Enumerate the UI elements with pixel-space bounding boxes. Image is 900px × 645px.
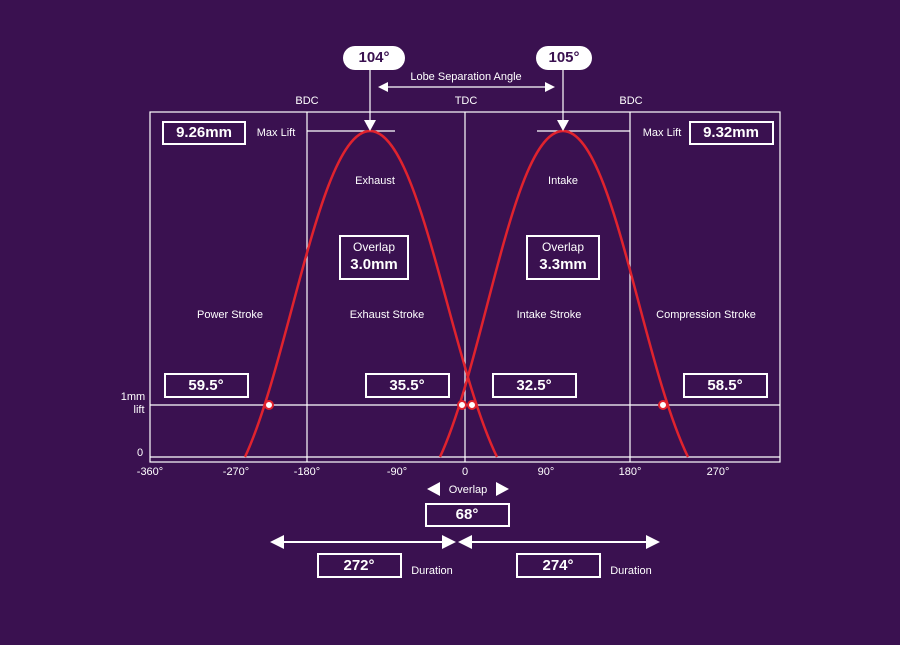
arrow-head [646, 535, 660, 549]
arrow-head [378, 82, 388, 92]
overlap-value: 3.3mm [539, 256, 587, 273]
value-box [425, 503, 510, 527]
angle-box [365, 373, 450, 398]
event-angle: 32.5° [516, 377, 551, 394]
arrow-head [496, 482, 509, 496]
intake-max-lift: 9.32mm [703, 124, 759, 141]
lobe-label: Intake [548, 175, 578, 187]
exhaust-max-lift: 9.26mm [176, 124, 232, 141]
stroke-label: Intake Stroke [517, 309, 582, 321]
point [658, 400, 668, 410]
event-angle: 58.5° [707, 377, 742, 394]
arrow-head [442, 535, 456, 549]
value-box [317, 553, 402, 578]
bdc-label: BDC [619, 95, 642, 107]
y-label: 0 [137, 447, 143, 459]
arrow-head [557, 120, 569, 131]
max-lift-label: Max Lift [257, 127, 296, 139]
x-tick-label: 180° [619, 466, 642, 478]
duration-value: 272° [343, 557, 374, 574]
overlap-title: Overlap [542, 240, 584, 254]
duration-label: Duration [610, 565, 652, 577]
value-box [689, 121, 774, 145]
overlap-value: 3.0mm [350, 256, 398, 273]
exhaust-angle: 104° [358, 49, 389, 66]
stroke-label: Compression Stroke [656, 309, 756, 321]
duration-label: Duration [411, 565, 453, 577]
angle-box [492, 373, 577, 398]
lobe-label: Exhaust [355, 175, 395, 187]
arrow-head [364, 120, 376, 131]
x-tick-label: 270° [707, 466, 730, 478]
pill [343, 46, 405, 70]
point [467, 400, 477, 410]
value-box [516, 553, 601, 578]
tdc-label: TDC [455, 95, 478, 107]
overlap-angle: 68° [456, 506, 479, 523]
x-tick-label: -360° [137, 466, 163, 478]
pill [536, 46, 592, 70]
value-box [162, 121, 246, 145]
duration-value: 274° [542, 557, 573, 574]
arrow-head [545, 82, 555, 92]
overlap-box [339, 235, 409, 280]
x-tick-label: -270° [223, 466, 249, 478]
x-tick-label: 90° [538, 466, 555, 478]
x-tick-label: 0 [462, 466, 468, 478]
point [457, 400, 467, 410]
overlap-title: Overlap [353, 240, 395, 254]
overlap-box [526, 235, 600, 280]
angle-box [164, 373, 249, 398]
overlap-label: Overlap [449, 484, 488, 496]
event-angle: 35.5° [389, 377, 424, 394]
event-angle: 59.5° [188, 377, 223, 394]
angle-box [683, 373, 768, 398]
arrow-head [458, 535, 472, 549]
arrow-head [270, 535, 284, 549]
point [264, 400, 274, 410]
y-label: 1mm [121, 391, 145, 403]
intake-angle: 105° [548, 49, 579, 66]
x-tick-label: -90° [387, 466, 407, 478]
stroke-label: Power Stroke [197, 309, 263, 321]
arrow-head [427, 482, 440, 496]
max-lift-label: Max Lift [643, 127, 682, 139]
stroke-label: Exhaust Stroke [350, 309, 425, 321]
lsa-label: Lobe Separation Angle [410, 71, 521, 83]
bdc-label: BDC [295, 95, 318, 107]
x-tick-label: -180° [294, 466, 320, 478]
y-label: lift [134, 404, 145, 416]
